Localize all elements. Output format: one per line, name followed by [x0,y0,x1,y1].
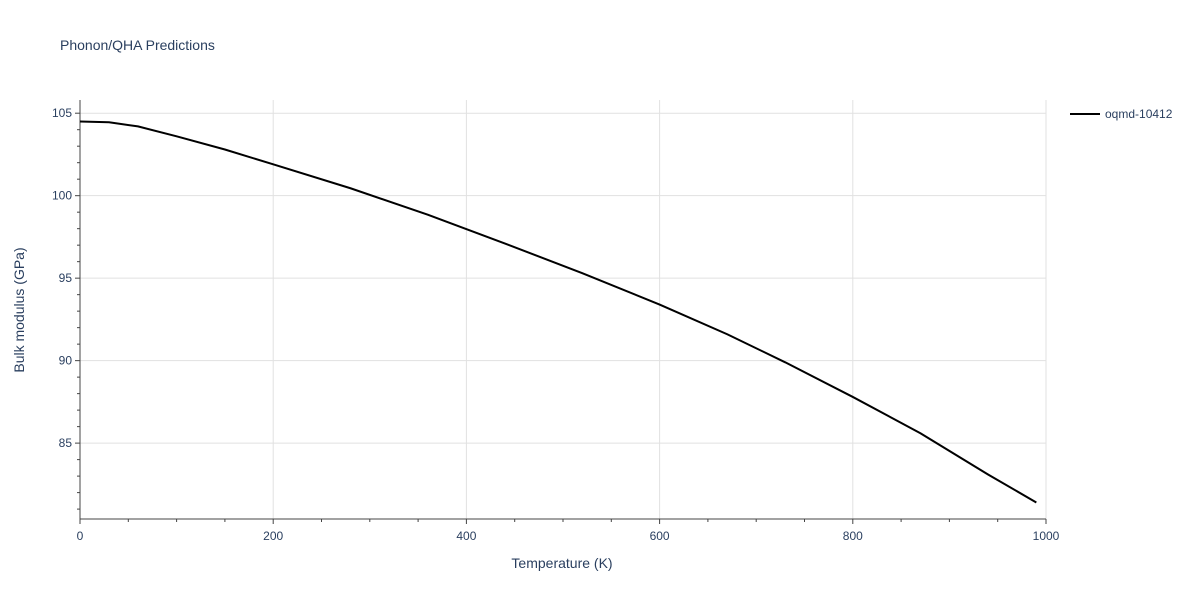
legend[interactable]: oqmd-10412 [1070,107,1173,121]
x-tick-label: 1000 [1033,529,1060,543]
y-tick-label: 105 [52,106,72,120]
chart-title: Phonon/QHA Predictions [60,37,215,53]
x-tick-label: 200 [263,529,283,543]
series-line [79,120,1037,504]
x-axis-title: Temperature (K) [511,555,612,571]
y-tick-label: 85 [59,436,73,450]
x-tick-label: 600 [650,529,670,543]
x-tick-label: 800 [843,529,863,543]
y-tick-label: 100 [52,189,72,203]
y-tick-label: 95 [59,271,73,285]
y-axis-title: Bulk modulus (GPa) [11,247,27,372]
x-tick-label: 0 [77,529,84,543]
axes [75,100,1047,524]
x-tick-labels: 0 200 400 600 800 1000 [77,529,1060,543]
legend-label: oqmd-10412 [1105,107,1173,121]
grid-lines [80,100,1047,519]
series-layer [79,120,1037,504]
x-tick-label: 400 [456,529,476,543]
y-tick-label: 90 [59,354,73,368]
y-tick-labels: 85 90 95 100 105 [52,106,72,450]
